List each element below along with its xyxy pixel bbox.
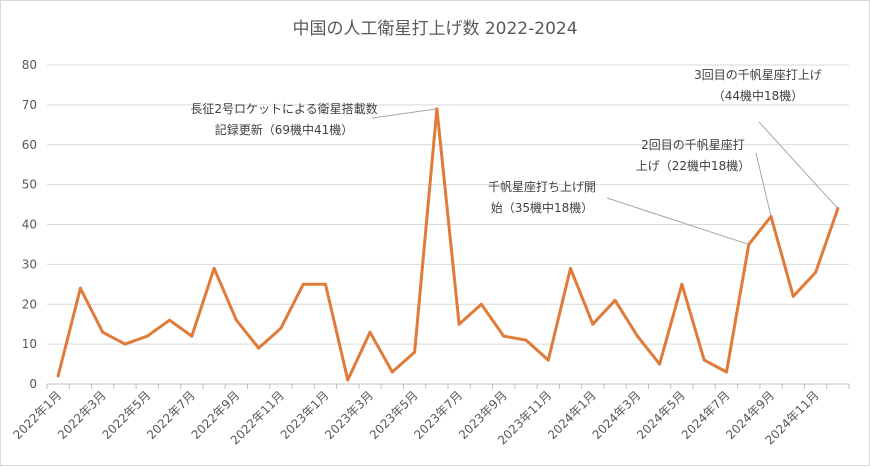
annotation-text: 始（35機中18機）: [491, 200, 594, 215]
data-point: [769, 215, 773, 219]
x-axis-ticks: 2022年1月2022年3月2022年5月2022年7月2022年9月2022年…: [10, 384, 850, 447]
data-point: [791, 294, 795, 298]
data-point: [123, 342, 127, 346]
annotation-leader: [371, 108, 437, 119]
annotation-text: 2回目の千帆星座打: [641, 137, 745, 152]
data-point: [613, 298, 617, 302]
annotation-text: （44機中18機）: [713, 88, 804, 103]
series-line: [56, 107, 840, 382]
y-tick-label: 50: [22, 178, 37, 192]
data-point: [724, 370, 728, 374]
annotation-leaders: [371, 108, 839, 245]
data-point: [301, 282, 305, 286]
data-point: [479, 302, 483, 306]
annotation-text: 千帆星座打ち上げ開: [488, 179, 596, 194]
data-point: [346, 378, 350, 382]
annotation-text: 3回目の千帆星座打上げ: [694, 67, 822, 82]
data-point: [747, 242, 751, 246]
data-point: [78, 286, 82, 290]
y-tick-label: 60: [22, 138, 37, 152]
y-tick-label: 30: [22, 257, 37, 271]
data-point: [702, 358, 706, 362]
data-point: [390, 370, 394, 374]
data-point: [413, 350, 417, 354]
chart-title: 中国の人工衛星打上げ数 2022-2024: [292, 19, 577, 39]
data-point: [56, 374, 60, 378]
data-point: [591, 322, 595, 326]
data-point: [190, 334, 194, 338]
data-point: [168, 318, 172, 322]
annotation-leader: [758, 121, 839, 209]
data-point: [435, 107, 439, 111]
annotation-text: 上げ（22機中18機）: [636, 158, 751, 173]
data-point: [257, 346, 261, 350]
series-layer: [56, 107, 840, 382]
data-point: [635, 334, 639, 338]
data-point: [836, 207, 840, 211]
y-tick-label: 0: [29, 377, 37, 391]
annotation-text: 長征2号ロケットによる衛星搭載数: [190, 101, 377, 116]
data-point: [145, 334, 149, 338]
data-point: [101, 330, 105, 334]
y-tick-label: 10: [22, 337, 37, 351]
y-tick-label: 70: [22, 98, 37, 112]
data-point: [279, 326, 283, 330]
y-tick-label: 40: [22, 218, 37, 232]
annotation-text: 記録更新（69機中41機）: [215, 122, 354, 137]
data-point: [502, 334, 506, 338]
annotation-leader: [606, 197, 749, 245]
data-point: [457, 322, 461, 326]
data-point: [212, 266, 216, 270]
y-axis-ticks: 0 10 20 30 40 50 60 70 80: [22, 58, 37, 391]
data-point: [569, 266, 573, 270]
data-point: [814, 270, 818, 274]
y-tick-label: 20: [22, 297, 37, 311]
data-point: [524, 338, 528, 342]
data-point: [323, 282, 327, 286]
y-tick-label: 80: [22, 58, 37, 72]
annotation-leader: [755, 152, 772, 217]
data-point: [680, 282, 684, 286]
data-point: [368, 330, 372, 334]
data-point: [546, 358, 550, 362]
data-point: [234, 318, 238, 322]
data-point: [658, 362, 662, 366]
